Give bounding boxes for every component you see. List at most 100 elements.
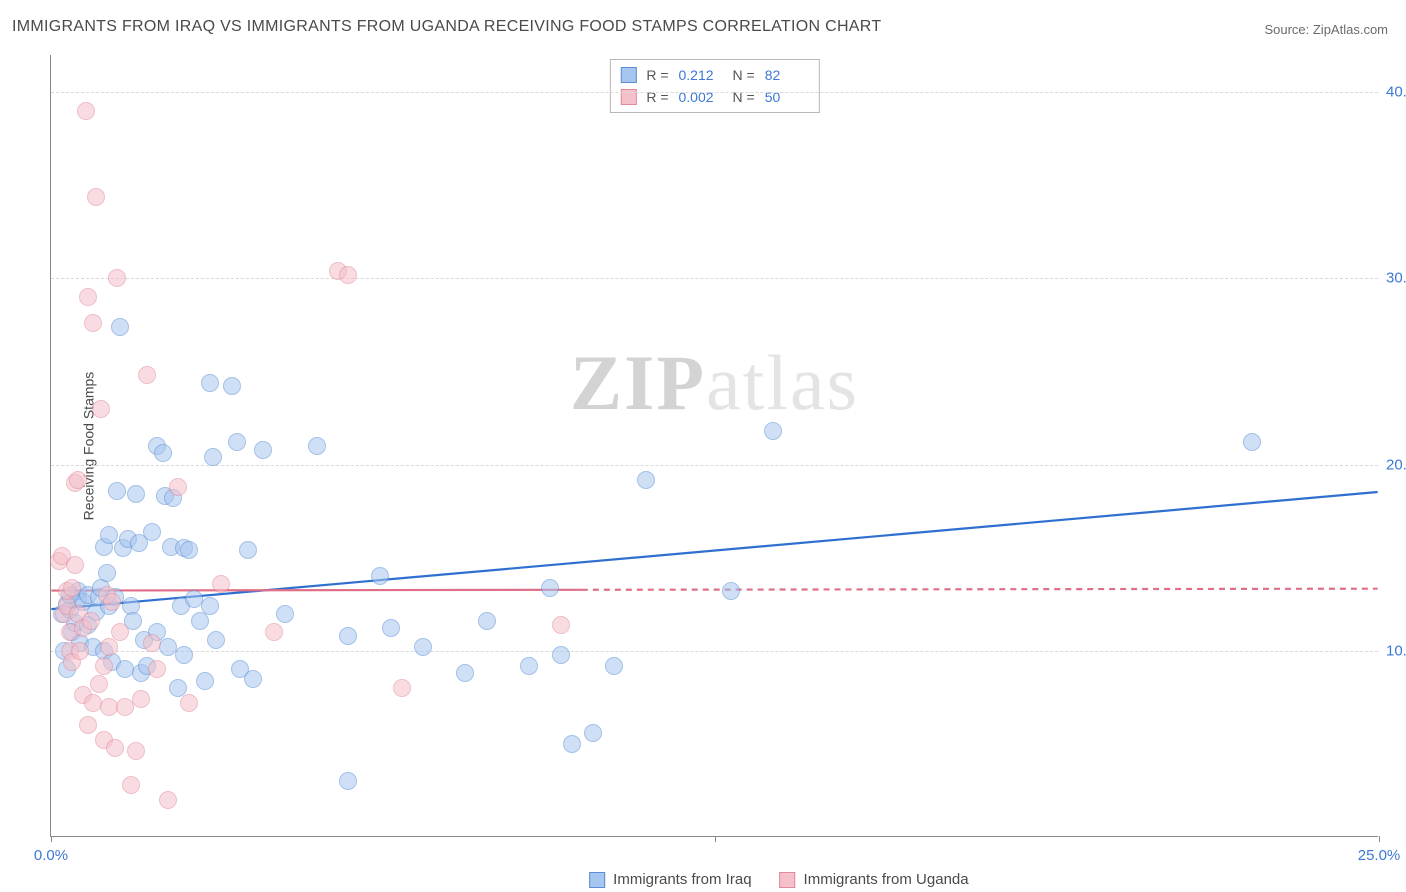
r-key: R =: [646, 86, 668, 108]
r-value: 0.002: [679, 86, 723, 108]
scatter-point: [201, 597, 219, 615]
scatter-point: [79, 288, 97, 306]
scatter-point: [143, 523, 161, 541]
regression-line: [582, 589, 1378, 590]
r-value: 0.212: [679, 64, 723, 86]
scatter-point: [63, 579, 81, 597]
scatter-point: [84, 314, 102, 332]
regression-lines-svg: [51, 55, 1378, 836]
scatter-point: [212, 575, 230, 593]
scatter-point: [127, 742, 145, 760]
scatter-point: [116, 660, 134, 678]
scatter-point: [98, 564, 116, 582]
scatter-point: [127, 485, 145, 503]
scatter-point: [552, 616, 570, 634]
scatter-point: [520, 657, 538, 675]
scatter-point: [207, 631, 225, 649]
scatter-point: [175, 646, 193, 664]
scatter-point: [191, 612, 209, 630]
chart-title: IMMIGRANTS FROM IRAQ VS IMMIGRANTS FROM …: [12, 18, 881, 36]
scatter-point: [66, 556, 84, 574]
scatter-point: [100, 638, 118, 656]
scatter-point: [456, 664, 474, 682]
scatter-point: [108, 482, 126, 500]
scatter-point: [196, 672, 214, 690]
gridline: [51, 92, 1378, 93]
scatter-point: [339, 772, 357, 790]
x-tick: [1379, 836, 1380, 842]
scatter-point: [95, 657, 113, 675]
scatter-point: [69, 471, 87, 489]
scatter-point: [339, 627, 357, 645]
series-legend: Immigrants from Iraq Immigrants from Ugan…: [589, 871, 968, 888]
scatter-point: [111, 623, 129, 641]
n-key: N =: [733, 86, 755, 108]
scatter-point: [541, 579, 559, 597]
y-tick-label: 20.0%: [1386, 456, 1406, 473]
scatter-point: [584, 724, 602, 742]
y-tick-label: 30.0%: [1386, 270, 1406, 287]
scatter-point: [563, 735, 581, 753]
scatter-point: [239, 541, 257, 559]
gridline: [51, 278, 1378, 279]
y-tick-label: 40.0%: [1386, 84, 1406, 101]
scatter-point: [82, 612, 100, 630]
scatter-point: [111, 318, 129, 336]
scatter-point: [265, 623, 283, 641]
y-tick-label: 10.0%: [1386, 642, 1406, 659]
x-tick: [51, 836, 52, 842]
legend-swatch: [780, 872, 796, 888]
scatter-point: [180, 541, 198, 559]
scatter-point: [393, 679, 411, 697]
scatter-point: [143, 634, 161, 652]
legend-swatch: [589, 872, 605, 888]
legend-stat-row: R = 0.212 N = 82: [620, 64, 808, 86]
scatter-point: [138, 366, 156, 384]
scatter-point: [84, 694, 102, 712]
scatter-point: [90, 675, 108, 693]
scatter-point: [201, 374, 219, 392]
scatter-point: [180, 694, 198, 712]
plot-area: ZIPatlas R =0.212N =82R =0.002N =50 10.0…: [50, 55, 1378, 837]
source-label: Source: ZipAtlas.com: [1264, 22, 1388, 37]
scatter-point: [478, 612, 496, 630]
n-key: N =: [733, 64, 755, 86]
scatter-point: [276, 605, 294, 623]
scatter-point: [71, 642, 89, 660]
scatter-point: [108, 269, 126, 287]
scatter-point: [132, 690, 150, 708]
scatter-point: [339, 266, 357, 284]
r-key: R =: [646, 64, 668, 86]
n-value: 82: [765, 64, 809, 86]
legend-label: Immigrants from Iraq: [613, 871, 751, 888]
gridline: [51, 651, 1378, 652]
x-tick-label: 25.0%: [1358, 847, 1401, 864]
scatter-point: [228, 433, 246, 451]
scatter-point: [308, 437, 326, 455]
x-tick: [715, 836, 716, 842]
scatter-point: [552, 646, 570, 664]
scatter-point: [77, 102, 95, 120]
legend-item: Immigrants from Iraq: [589, 871, 751, 888]
scatter-point: [382, 619, 400, 637]
gridline: [51, 465, 1378, 466]
legend-stat-row: R = 0.002 N = 50: [620, 86, 808, 108]
scatter-point: [1243, 433, 1261, 451]
scatter-point: [159, 791, 177, 809]
scatter-point: [154, 444, 172, 462]
scatter-point: [204, 448, 222, 466]
scatter-point: [605, 657, 623, 675]
n-value: 50: [765, 86, 809, 108]
correlation-legend: R = 0.212 N = 82 R = 0.002 N = 50: [609, 59, 819, 113]
scatter-point: [106, 739, 124, 757]
scatter-point: [148, 660, 166, 678]
scatter-point: [244, 670, 262, 688]
legend-item: Immigrants from Uganda: [780, 871, 969, 888]
scatter-point: [764, 422, 782, 440]
scatter-point: [637, 471, 655, 489]
regression-line: [51, 590, 582, 591]
legend-swatch: [620, 67, 636, 83]
scatter-point: [371, 567, 389, 585]
scatter-point: [79, 716, 97, 734]
scatter-point: [92, 400, 110, 418]
